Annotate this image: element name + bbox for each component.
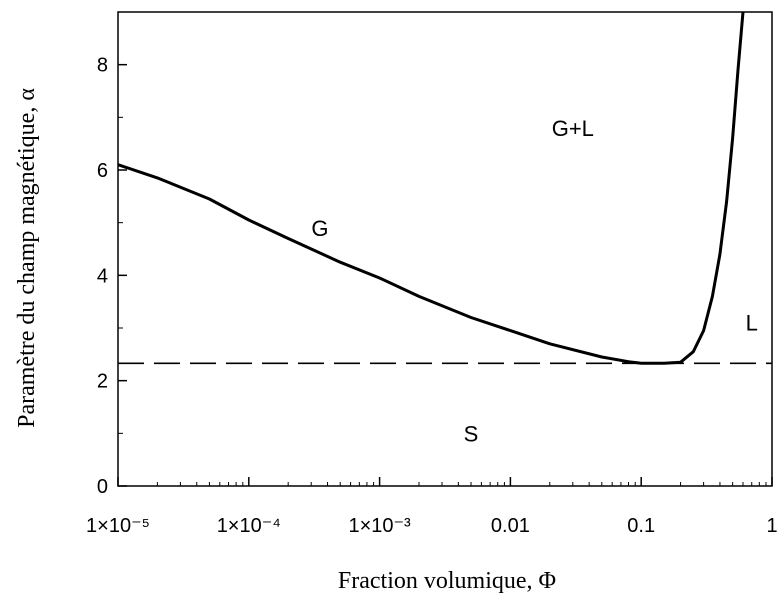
region-label-g: G (311, 216, 328, 241)
region-label-g-plus-l: G+L (552, 116, 594, 141)
x-tick-label: 0.1 (627, 515, 655, 537)
region-label-l: L (746, 311, 758, 336)
y-axis-title: Paramètre du champ magnétique, α (14, 88, 40, 428)
y-tick-label: 8 (97, 55, 108, 77)
plot-area: 1×10⁻⁵ 1×10⁻⁴ 1×10⁻³ 0.01 0.1 1 0 2 4 6 8 G G+L L S (86, 11, 778, 537)
y-tick-label: 6 (97, 160, 108, 182)
phase-boundary-curve (117, 11, 745, 365)
y-tick-label: 2 (97, 371, 108, 393)
x-tick-label: 0.01 (491, 515, 530, 537)
x-tick-label: 1×10⁻⁴ (217, 515, 281, 537)
x-axis-title: Fraction volumique, Φ (338, 568, 556, 594)
x-tick-label: 1 (766, 515, 777, 537)
x-tick-label: 1×10⁻⁵ (86, 515, 150, 537)
x-tick-label: 1×10⁻³ (348, 515, 411, 537)
y-tick-label: 4 (97, 265, 108, 287)
plot-frame (117, 11, 773, 487)
y-tick-label: 0 (97, 476, 108, 498)
region-label-s: S (464, 421, 479, 446)
